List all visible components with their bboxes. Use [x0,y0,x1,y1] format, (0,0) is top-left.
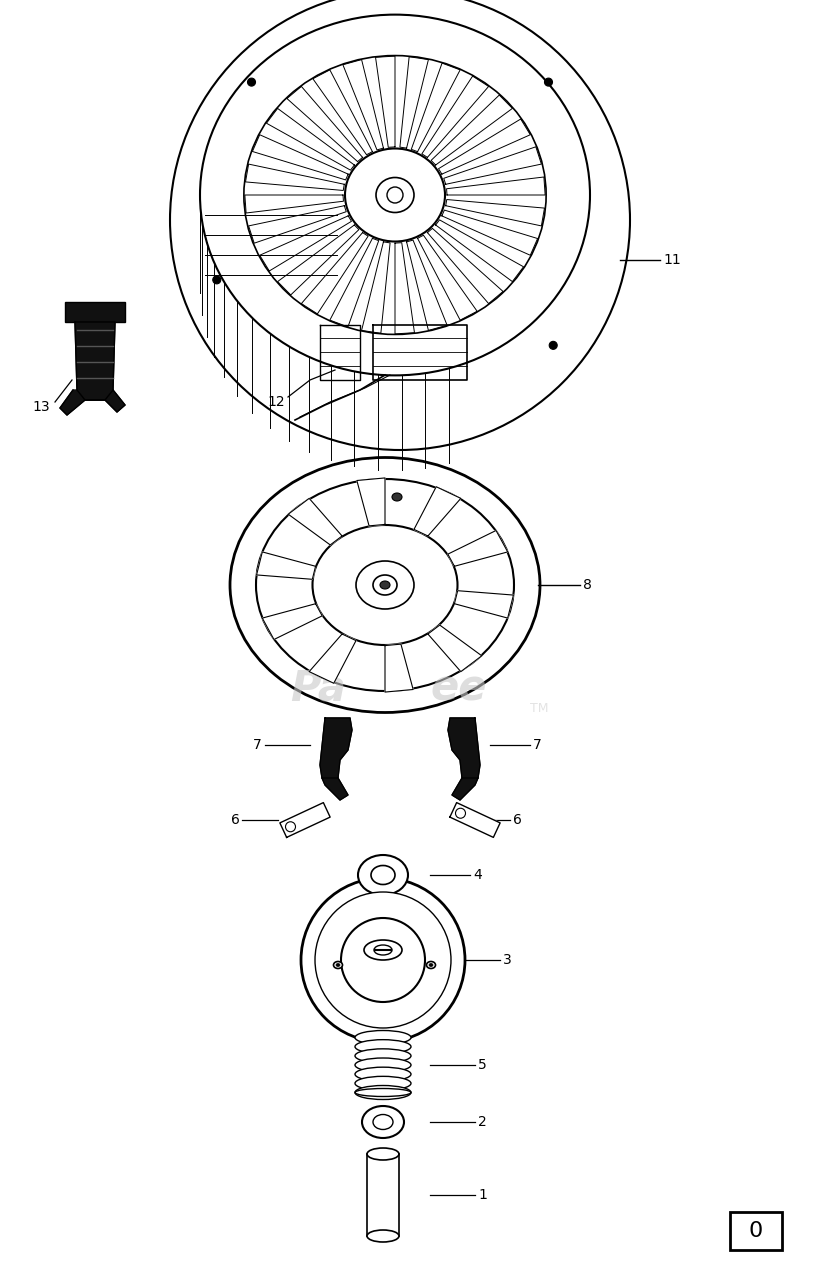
Polygon shape [450,803,500,837]
Polygon shape [428,625,482,672]
Text: 11: 11 [663,253,681,268]
Text: 0: 0 [749,1221,763,1242]
Ellipse shape [373,575,397,595]
Ellipse shape [380,581,390,589]
Circle shape [456,808,465,818]
Polygon shape [322,778,348,800]
Text: TM: TM [530,701,548,714]
Ellipse shape [371,865,395,884]
Polygon shape [385,644,413,692]
Circle shape [170,0,630,451]
Circle shape [315,892,451,1028]
Text: 1: 1 [478,1188,487,1202]
Ellipse shape [230,457,540,713]
Text: ee: ee [430,667,487,709]
Text: 7: 7 [533,739,542,753]
Text: 3: 3 [503,954,512,966]
Polygon shape [357,477,385,526]
Ellipse shape [367,1230,399,1242]
Polygon shape [257,552,315,580]
Ellipse shape [312,525,457,645]
Polygon shape [448,718,480,778]
Polygon shape [289,498,342,545]
Polygon shape [452,778,478,800]
Text: 7: 7 [253,739,262,753]
Ellipse shape [373,1115,393,1129]
Polygon shape [280,803,330,837]
Ellipse shape [362,1106,404,1138]
Ellipse shape [364,940,402,960]
Ellipse shape [256,479,514,691]
Ellipse shape [244,55,546,334]
FancyBboxPatch shape [65,302,125,323]
Ellipse shape [345,148,445,242]
Text: 12: 12 [267,396,285,410]
Circle shape [387,187,403,204]
Ellipse shape [355,1068,411,1082]
Polygon shape [455,590,513,618]
Ellipse shape [374,945,392,955]
Text: 8: 8 [583,579,592,591]
Ellipse shape [429,964,433,966]
Circle shape [341,918,425,1002]
Ellipse shape [355,1085,411,1100]
Ellipse shape [376,178,414,212]
Text: 13: 13 [33,399,50,413]
Text: 6: 6 [231,813,240,827]
Ellipse shape [336,964,340,966]
Ellipse shape [355,1088,411,1097]
Text: 6: 6 [513,813,522,827]
Polygon shape [320,718,352,778]
Ellipse shape [355,1048,411,1062]
Ellipse shape [358,855,408,895]
Ellipse shape [200,14,590,375]
Text: 5: 5 [478,1059,487,1073]
Polygon shape [262,604,322,640]
Circle shape [301,878,465,1042]
Ellipse shape [356,561,414,609]
Ellipse shape [426,961,435,969]
Ellipse shape [333,961,342,969]
Ellipse shape [392,493,402,500]
Polygon shape [75,323,115,399]
Circle shape [549,342,557,349]
Bar [730,1212,782,1251]
Polygon shape [447,530,508,566]
Ellipse shape [355,1039,411,1053]
Polygon shape [60,390,125,415]
Text: Pa: Pa [290,667,346,709]
Circle shape [285,822,296,832]
Ellipse shape [355,1059,411,1073]
Circle shape [213,276,221,284]
Text: 2: 2 [478,1115,487,1129]
Circle shape [248,78,256,86]
Polygon shape [309,634,356,684]
Polygon shape [414,486,460,536]
Circle shape [544,78,553,86]
Ellipse shape [367,1148,399,1160]
Text: 4: 4 [473,868,482,882]
Ellipse shape [355,1076,411,1091]
Ellipse shape [355,1030,411,1044]
